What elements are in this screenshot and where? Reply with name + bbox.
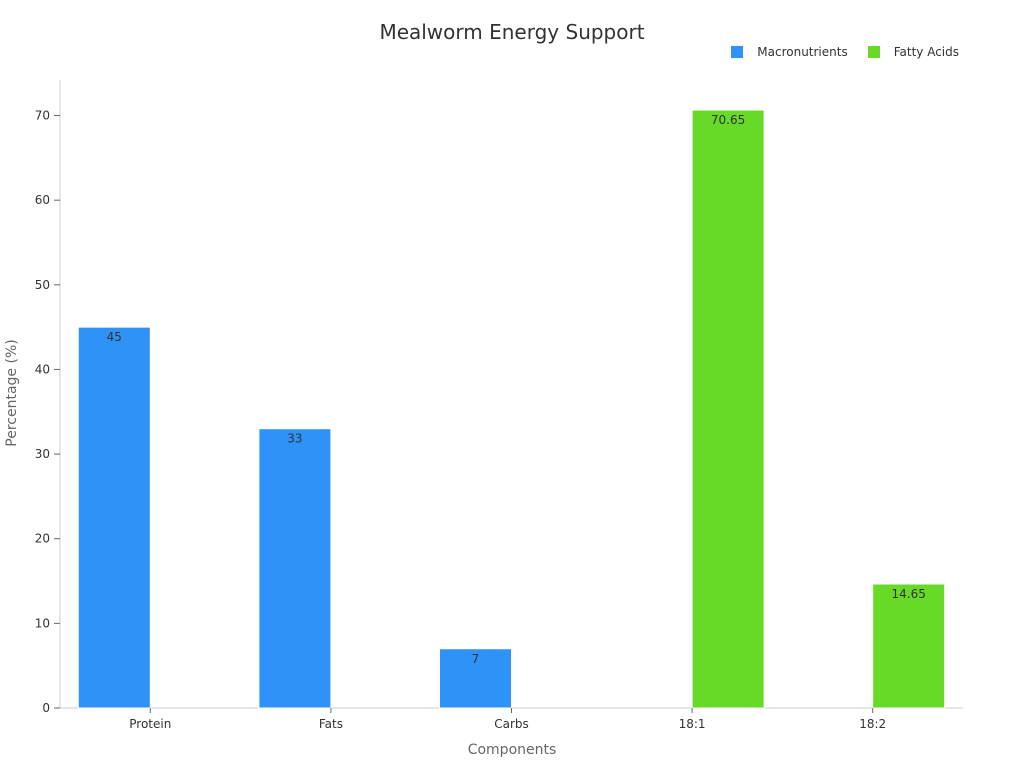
bar-fatty-acids	[872, 583, 946, 709]
x-tick-label: Protein	[129, 717, 171, 731]
bar-data-label: 14.65	[892, 587, 926, 601]
bar-data-label: 70.65	[711, 113, 745, 127]
x-axis-title: Components	[467, 742, 557, 758]
y-tick-label: 0	[42, 701, 50, 715]
bar-data-label: 7	[472, 652, 480, 666]
y-tick-label: 40	[35, 362, 50, 376]
y-tick-label: 60	[35, 193, 50, 207]
legend: Macronutrients Fatty Acids	[711, 45, 959, 59]
y-tick-label: 30	[35, 447, 50, 461]
y-tick-label: 50	[35, 278, 50, 292]
y-axis-title: Percentage (%)	[4, 339, 20, 447]
bar-data-label: 33	[287, 432, 302, 446]
legend-label-macronutrients: Macronutrients	[757, 45, 848, 59]
legend-swatch-fatty-acids	[867, 46, 880, 58]
bar-macronutrients	[439, 648, 512, 709]
bar-macronutrients	[77, 326, 151, 709]
x-tick-label: 18:2	[859, 717, 886, 731]
bar-data-label: 45	[107, 330, 122, 344]
bar-fatty-acids	[691, 109, 765, 709]
legend-label-fatty-acids: Fatty Acids	[893, 45, 959, 59]
y-tick-label: 20	[35, 532, 50, 546]
legend-item-fatty-acids[interactable]: Fatty Acids	[867, 45, 959, 59]
legend-item-macronutrients[interactable]: Macronutrients	[731, 45, 848, 59]
y-tick-label: 70	[35, 109, 50, 123]
x-tick-label: Carbs	[494, 717, 529, 731]
bar-macronutrients	[258, 428, 332, 709]
legend-swatch-macronutrients	[731, 46, 744, 58]
chart-title: Mealworm Energy Support	[379, 20, 645, 44]
x-tick-label: Fats	[319, 717, 343, 731]
x-tick-label: 18:1	[679, 717, 706, 731]
y-tick-label: 10	[35, 616, 50, 630]
